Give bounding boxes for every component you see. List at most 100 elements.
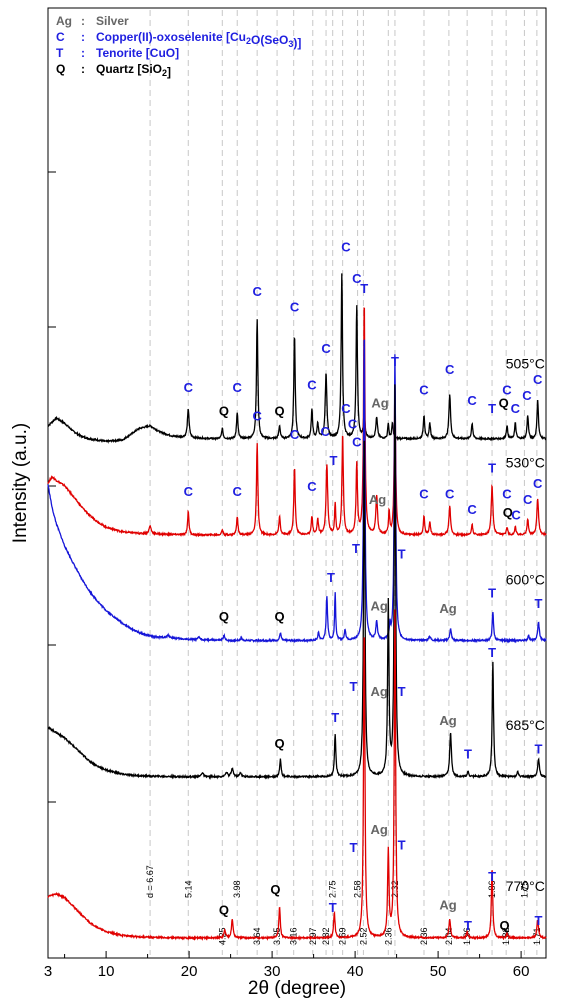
peak-label: Ag	[370, 598, 387, 613]
peak-label: T	[352, 541, 360, 556]
d-spacing-label: 2.58	[353, 880, 363, 898]
peak-label: T	[535, 596, 543, 611]
d-spacing-label: 3.64	[252, 927, 262, 945]
peak-label: C	[511, 401, 521, 416]
d-spacing-label: 2.04	[444, 927, 454, 945]
series-label: 600°C	[506, 571, 545, 587]
peak-label: Q	[275, 403, 285, 418]
y-axis-title: Intensity (a.u.)	[10, 423, 31, 543]
peak-label: T	[535, 741, 543, 756]
d-spacing-label: 3.16	[289, 927, 299, 945]
peak-label: C	[352, 271, 362, 286]
d-spacing-label: 1.71	[532, 927, 542, 945]
peak-label: C	[523, 492, 533, 507]
d-spacing-label: 1.96	[462, 927, 472, 945]
peak-label: C	[502, 487, 512, 502]
peak-label: Ag	[369, 492, 386, 507]
peak-label: Ag	[370, 684, 387, 699]
peak-label: C	[307, 479, 317, 494]
peak-label: C	[252, 284, 262, 299]
x-tick-label: 40	[347, 963, 364, 980]
peak-label: C	[419, 487, 429, 502]
peak-label: Ag	[370, 822, 387, 837]
d-spacing-label: 2.97	[308, 927, 318, 945]
series-label: 530°C	[506, 454, 545, 470]
d-spacing-label: 3.35	[272, 927, 282, 945]
peak-label: T	[398, 838, 406, 853]
peak-label: Ag	[439, 601, 456, 616]
peak-label: T	[327, 570, 335, 585]
x-tick-label: 10	[98, 963, 115, 980]
x-tick-label: 60	[513, 963, 530, 980]
peak-label: Ag	[439, 713, 456, 728]
legend: Ag: Silver C: Copper(II)-oxoselenite [Cu2O(…	[56, 14, 301, 79]
legend-separator: :	[81, 14, 85, 28]
legend-separator: :	[81, 62, 85, 76]
d-spacing-label: 2.52	[358, 927, 368, 945]
peak-label: T	[391, 354, 399, 369]
legend-entry: Silver	[96, 14, 129, 28]
peak-label: Q	[270, 882, 280, 897]
peak-label: C	[252, 409, 262, 424]
peak-label: C	[341, 401, 351, 416]
d-spacing-label: 2.75	[328, 880, 338, 898]
x-tick-label: 20	[181, 963, 198, 980]
peak-label: C	[533, 372, 543, 387]
d-spacing-label: 2.69	[338, 927, 348, 945]
peak-label: T	[464, 747, 472, 762]
y-axis-ticks	[48, 7, 56, 803]
peak-label: T	[349, 840, 357, 855]
peak-label: T	[329, 900, 337, 915]
peak-label: Q	[499, 918, 509, 933]
legend-symbol: Ag	[56, 14, 72, 28]
series-label: 685°C	[506, 717, 545, 733]
peak-label: Q	[219, 403, 229, 418]
series-line	[47, 609, 547, 941]
legend-symbol: T	[56, 46, 64, 60]
peak-label: C	[502, 383, 512, 398]
series-label: 505°C	[506, 356, 545, 372]
legend-symbol: C	[56, 30, 65, 44]
x-tick-label: 50	[430, 963, 447, 980]
peak-label: C	[511, 507, 521, 522]
peak-label: C	[233, 380, 243, 395]
series-line	[47, 384, 547, 780]
peak-label: T	[535, 913, 543, 928]
x-axis-title: 2θ (degree)	[248, 978, 346, 999]
peak-label: T	[488, 869, 496, 884]
x-axis-ticks: 3 10 20 30 40 50 60	[44, 951, 530, 980]
peak-label: Q	[499, 396, 509, 411]
d-spacing-label: 2.82	[321, 927, 331, 945]
peak-label: Q	[219, 609, 229, 624]
peak-label: C	[352, 435, 362, 450]
peak-label: T	[349, 679, 357, 694]
peak-label: T	[488, 585, 496, 600]
peak-label: C	[290, 299, 300, 314]
peak-label: T	[464, 918, 472, 933]
x-tick-label: 30	[264, 963, 281, 980]
series-line	[47, 273, 547, 444]
peak-label: C	[467, 393, 477, 408]
series-line	[47, 339, 547, 644]
peak-label: T	[488, 461, 496, 476]
peak-label: Q	[275, 609, 285, 624]
d-spacing-label: d = 6.67	[145, 865, 155, 898]
peak-label: C	[184, 484, 194, 499]
peak-label: C	[341, 240, 351, 255]
peak-label: C	[184, 380, 194, 395]
peak-label: C	[348, 416, 358, 431]
d-spacing-label: 2.36	[383, 927, 393, 945]
peak-label: C	[445, 487, 455, 502]
series-line	[47, 307, 547, 538]
peak-label: C	[445, 362, 455, 377]
peak-label: Q	[219, 903, 229, 918]
x-tick-label: 3	[44, 963, 52, 980]
legend-separator: :	[81, 46, 85, 60]
series-group: 505°C 530°C 600°C 685°C 770°C	[47, 273, 547, 941]
d-spacing-label: 1.75	[519, 880, 529, 898]
peak-label: Q	[275, 736, 285, 751]
peak-label: C	[290, 427, 300, 442]
legend-entry: Quartz [SiO2]	[96, 62, 171, 79]
